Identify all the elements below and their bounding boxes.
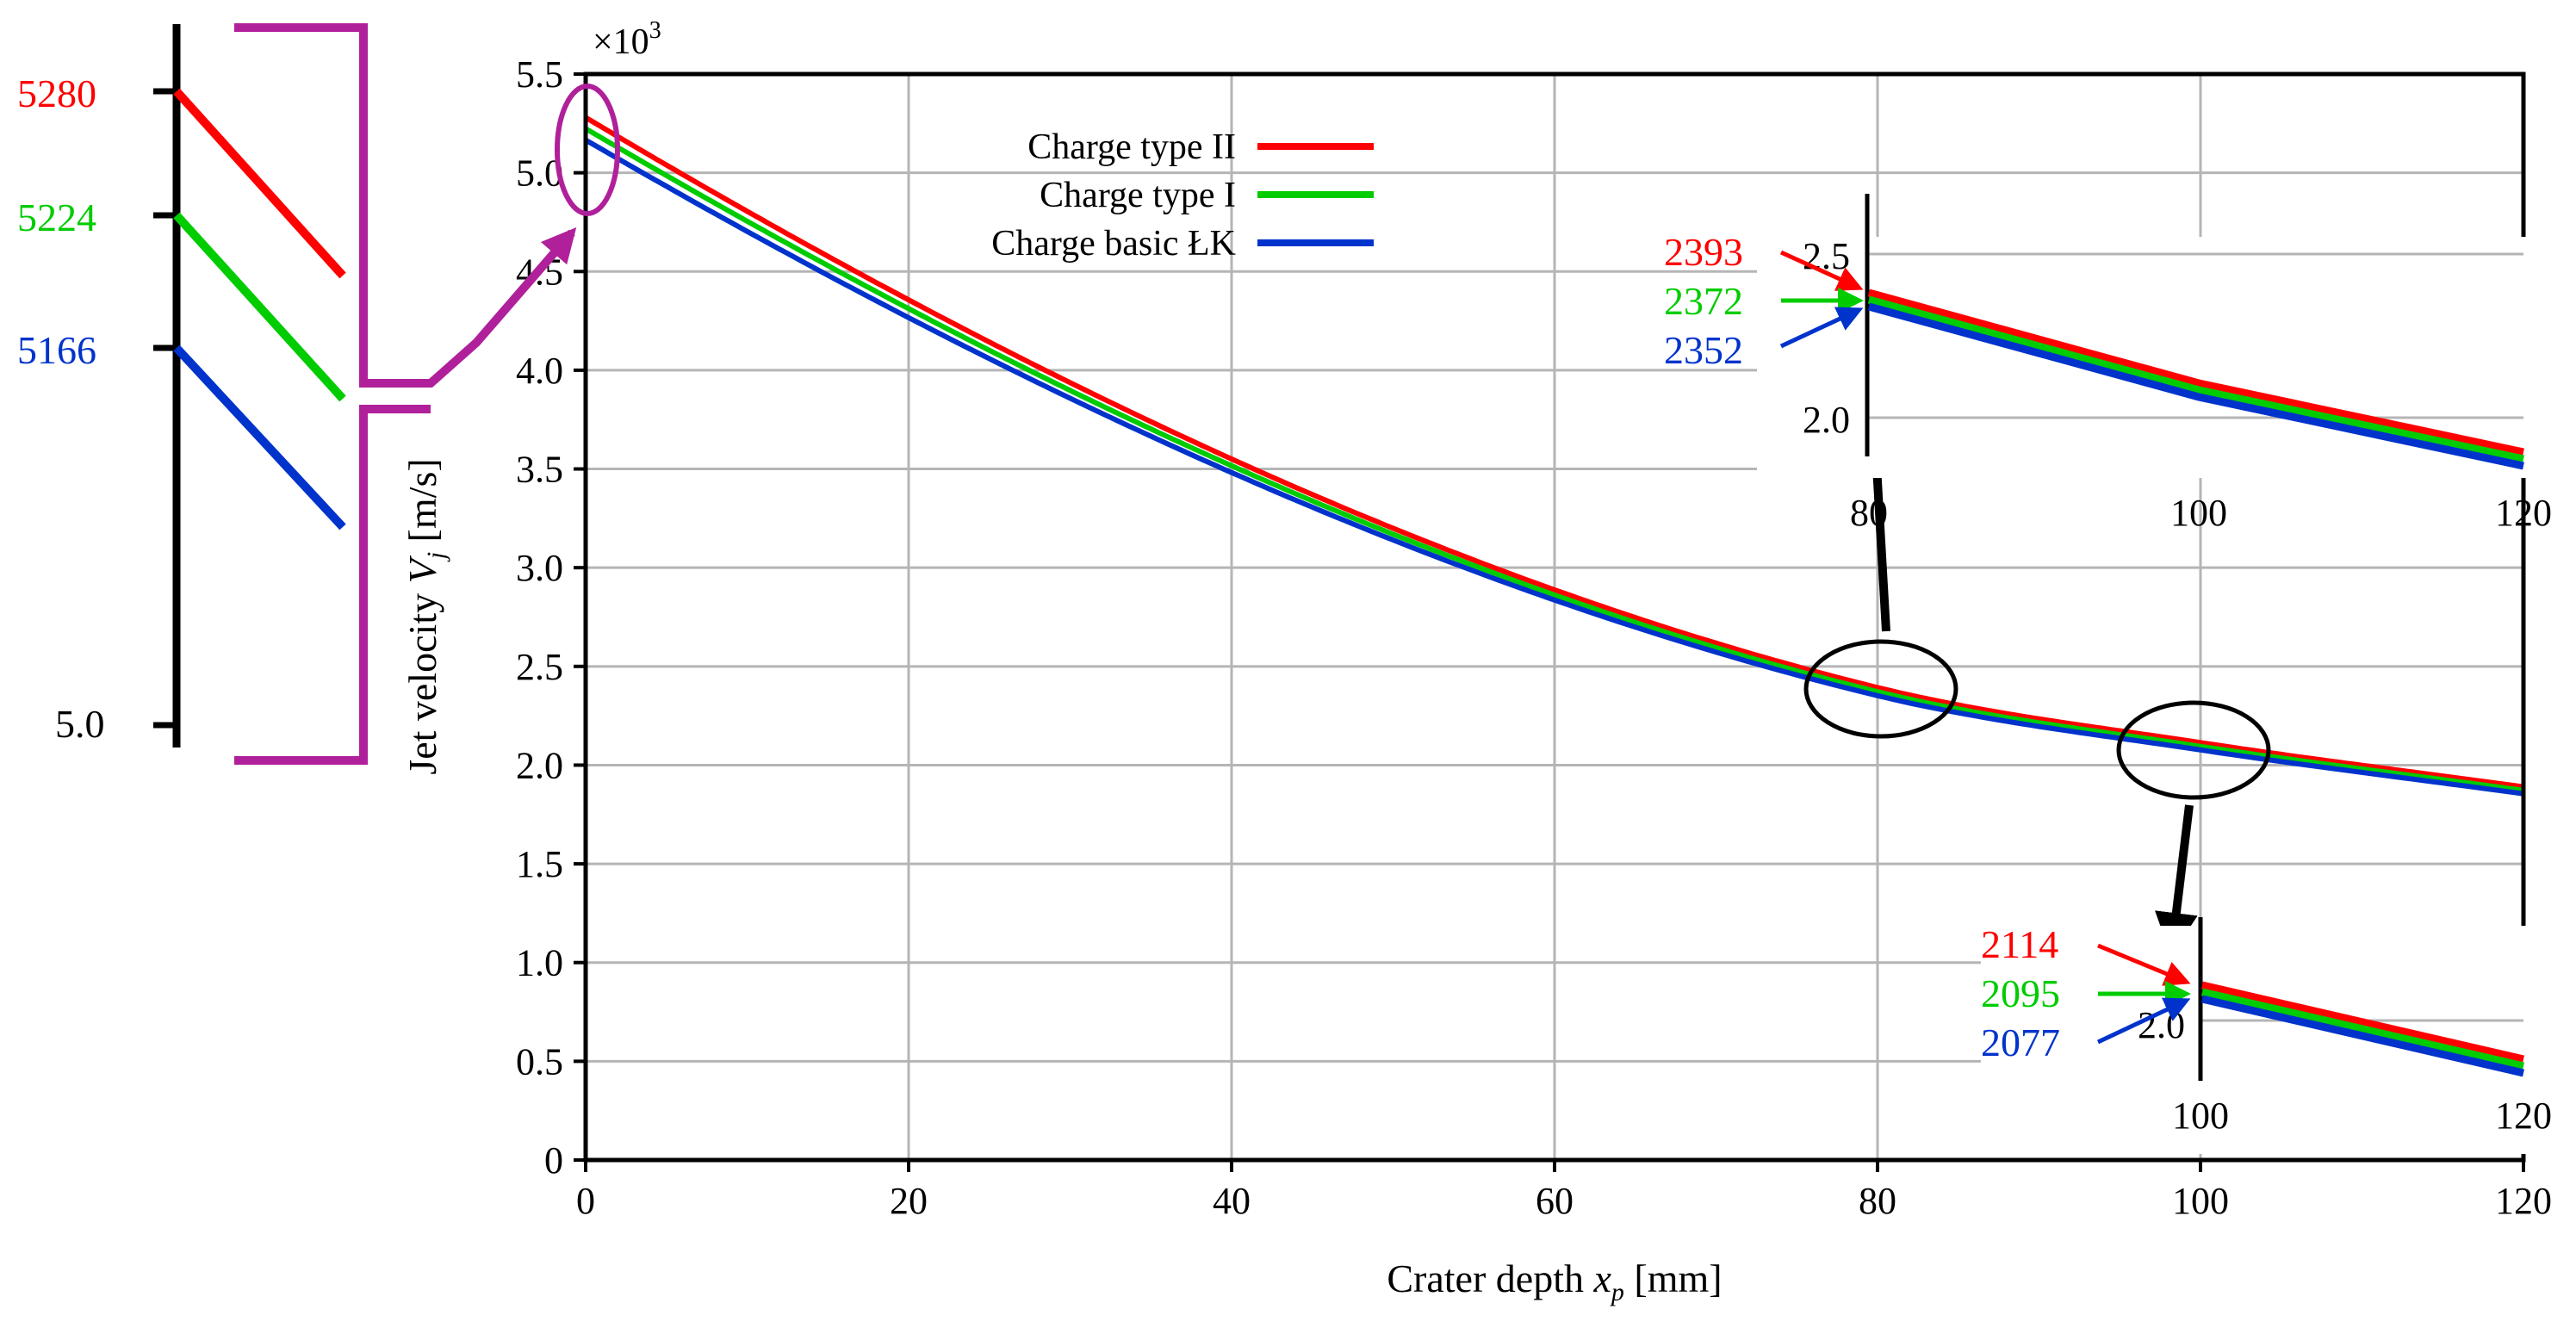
main-grid (586, 74, 2523, 1160)
x-axis-ticks: 0 20 40 60 80 100 120 (576, 1160, 2552, 1222)
y-tick-label-3: 1.5 (516, 843, 563, 885)
inset80-value-blue: 2352 (1664, 328, 1743, 372)
start-axis-label: 5.0 (55, 702, 105, 746)
legend: Charge type II Charge type I Charge basic … (991, 127, 1374, 264)
inset80-value-red: 2393 (1664, 230, 1743, 274)
x-axis-title: Crater depth xp [mm] (1387, 1256, 1722, 1306)
inset-x80: 2.5 2.0 80 100 120 2393 2372 2352 (1664, 194, 2552, 534)
ellipse-x80 (1803, 639, 1958, 739)
y-tick-label-5: 2.5 (516, 646, 563, 688)
y-tick-label-8: 4.0 (516, 350, 563, 392)
inset100-value-red: 2114 (1981, 922, 2058, 966)
y-tick-label-1: 0.5 (516, 1040, 563, 1083)
inset100-value-blue: 2077 (1981, 1021, 2060, 1064)
y-axis-title: Jet velocity Vj [m/s] (400, 458, 450, 774)
y-tick-label-11: 5.5 (516, 53, 563, 96)
y-tick-label-0: 0 (544, 1139, 563, 1182)
inset80-xtick-80: 80 (1850, 492, 1888, 534)
x-tick-label-1: 20 (890, 1180, 928, 1222)
y-tick-label-2: 1.0 (516, 942, 563, 984)
inset80-value-green: 2372 (1664, 279, 1743, 323)
series-line-2 (584, 137, 2524, 797)
legend-label-0: Charge type II (1027, 127, 1236, 167)
x-tick-label-0: 0 (576, 1180, 595, 1222)
inset100-value-green: 2095 (1981, 971, 2060, 1015)
legend-label-1: Charge type I (1040, 176, 1236, 215)
x-tick-label-4: 80 (1859, 1180, 1896, 1222)
main-series-lines (584, 115, 2524, 797)
start-value-green: 5224 (17, 195, 96, 239)
inset80-xtick-100: 100 (2170, 492, 2227, 534)
start-value-blue: 5166 (17, 328, 96, 372)
x-tick-label-3: 60 (1536, 1180, 1574, 1222)
inset-x100: 2.0 100 120 2114 2095 2077 (1981, 917, 2552, 1154)
x-tick-label-2: 40 (1213, 1180, 1251, 1222)
start-detail-panel: 5280 5224 5166 5.0 (17, 23, 577, 765)
ellipse-x100 (2116, 700, 2271, 800)
x-tick-label-6: 120 (2495, 1180, 2552, 1222)
pointer-arrow-x100 (2154, 804, 2198, 956)
legend-label-2: Charge basic ŁK (991, 224, 1236, 264)
y-tick-label-4: 2.0 (516, 744, 563, 786)
y-multiplier: ×103 (593, 17, 661, 62)
inset80-ytick-20: 2.0 (1803, 399, 1850, 441)
series-line-0 (584, 115, 2524, 790)
inset80-xtick-120: 120 (2495, 492, 2552, 534)
x-tick-label-5: 100 (2172, 1180, 2229, 1222)
inset100-xtick-120: 120 (2495, 1095, 2552, 1137)
y-axis-ticks: 00.51.01.52.02.53.03.54.04.55.05.5 (516, 53, 586, 1182)
y-tick-label-7: 3.5 (516, 449, 563, 491)
start-value-red: 5280 (17, 71, 96, 115)
start-highlight-ellipse (555, 84, 620, 216)
inset100-xtick-100: 100 (2172, 1095, 2229, 1137)
y-tick-label-6: 3.0 (516, 547, 563, 589)
series-line-1 (584, 126, 2524, 793)
